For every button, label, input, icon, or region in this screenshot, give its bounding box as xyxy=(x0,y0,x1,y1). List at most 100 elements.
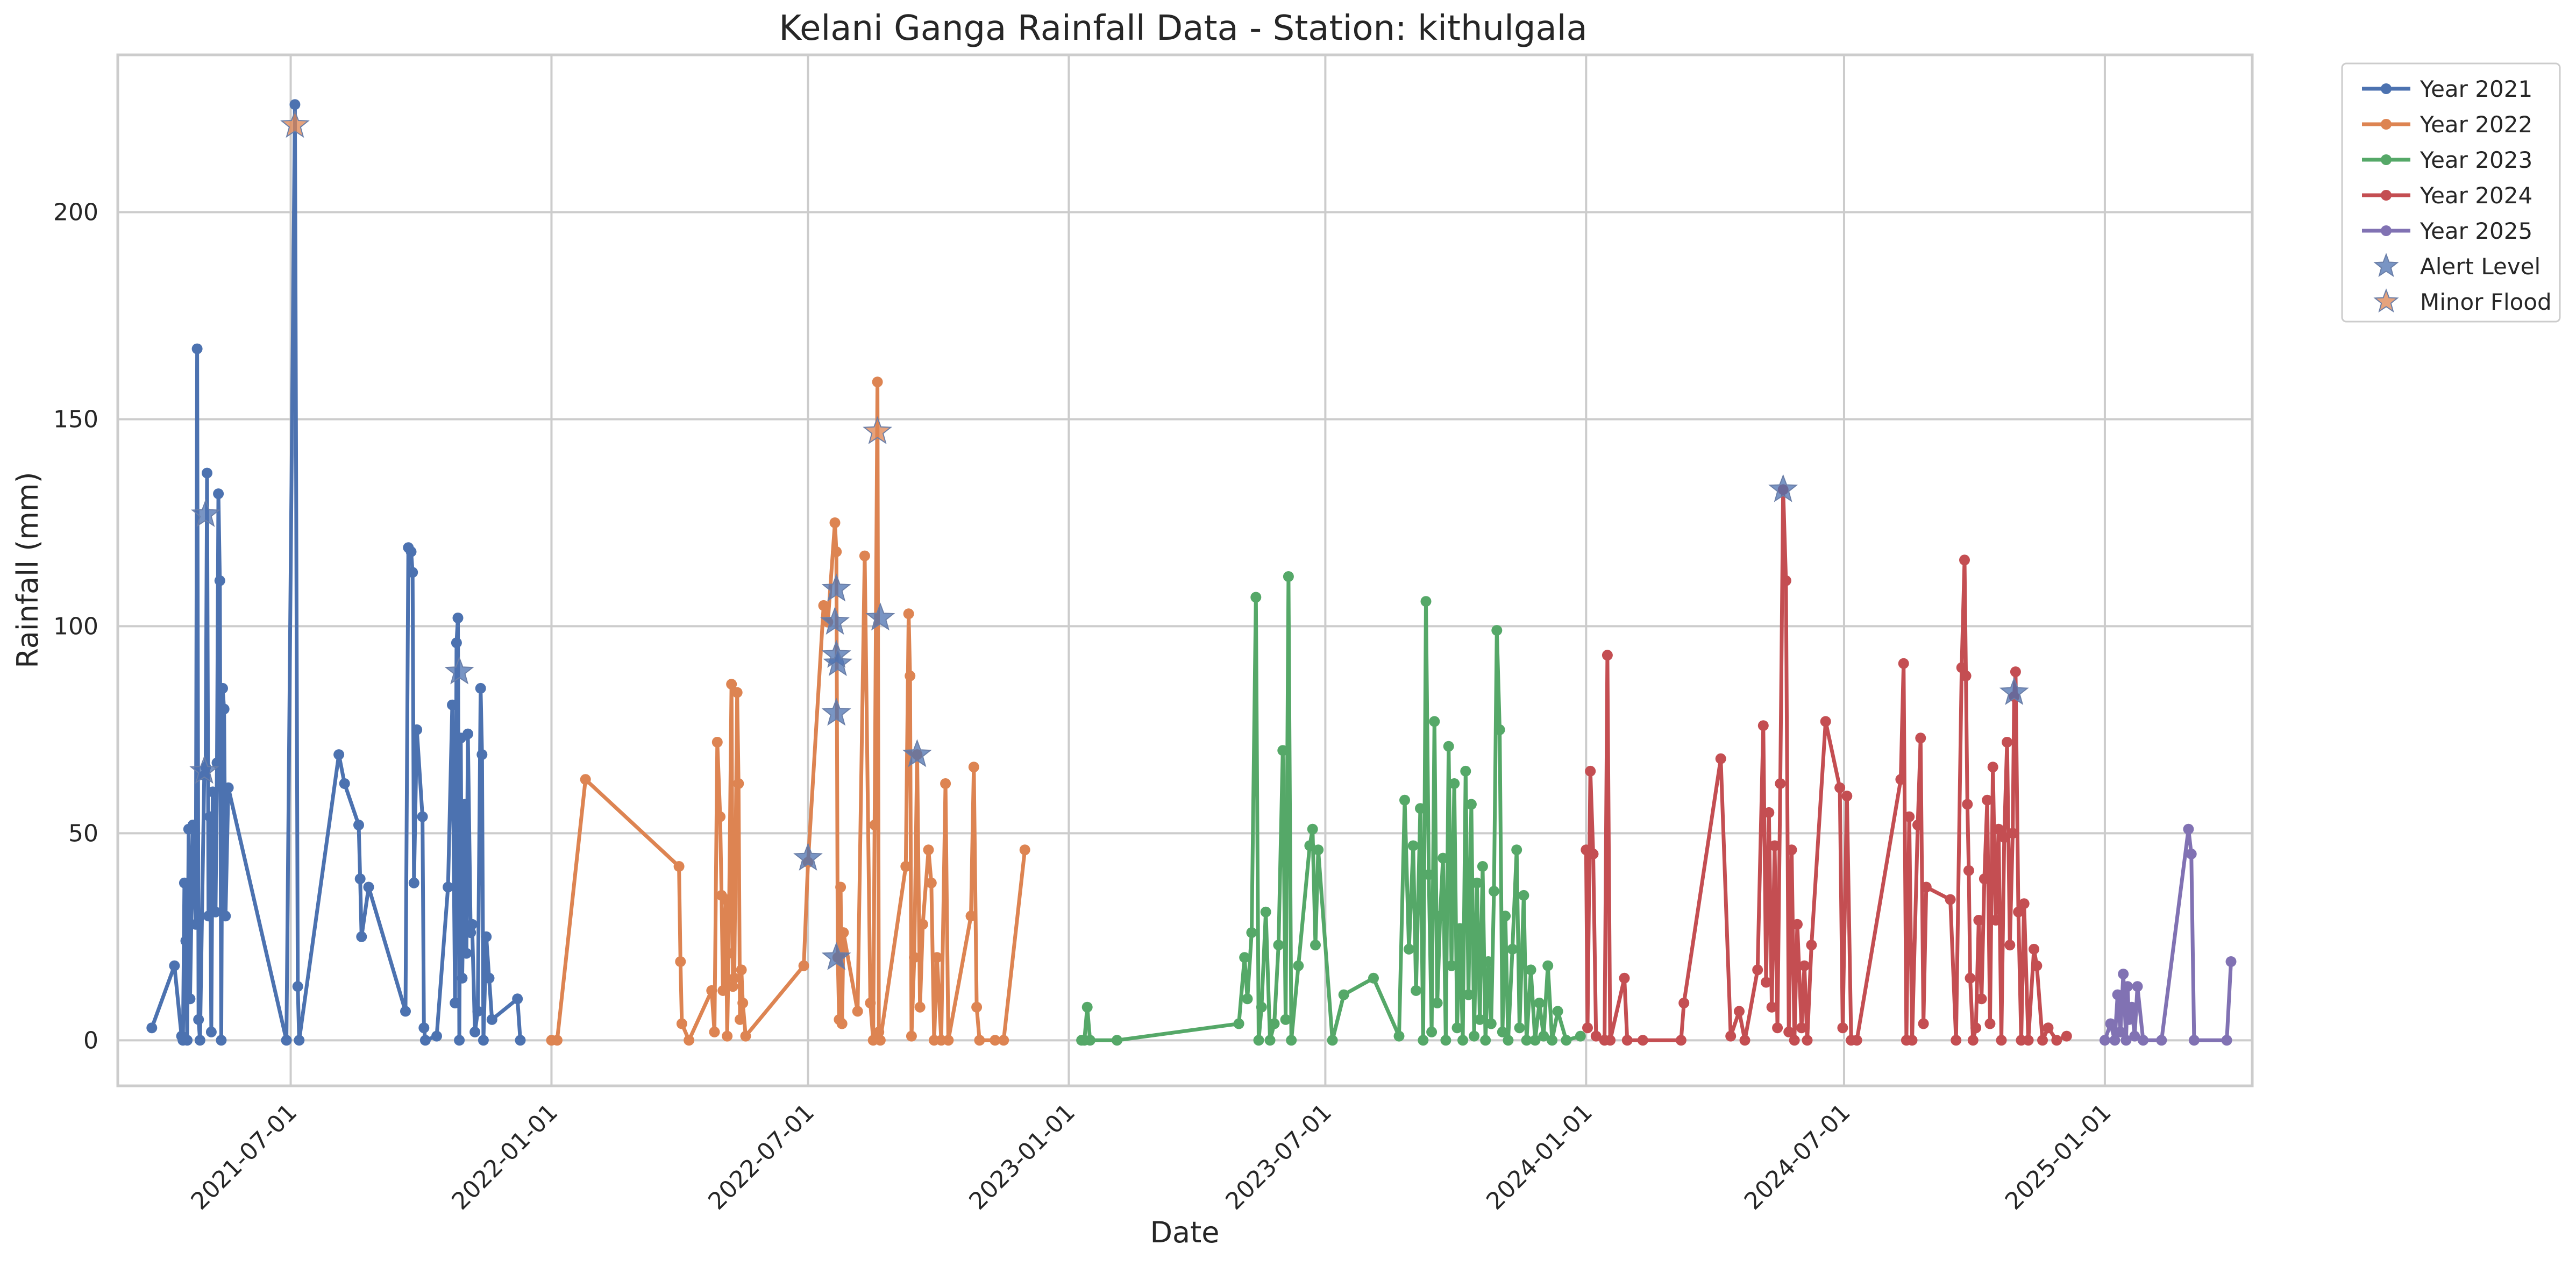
data-point xyxy=(711,737,723,748)
data-point xyxy=(2007,828,2018,839)
data-point xyxy=(2156,1035,2167,1046)
data-point xyxy=(1590,1030,1602,1042)
data-point xyxy=(2043,1022,2054,1034)
data-point xyxy=(1403,943,1414,955)
data-point xyxy=(838,927,849,938)
data-point xyxy=(1965,972,1976,984)
y-axis-ticks: 0 50 100 150 200 xyxy=(53,199,98,1055)
data-point xyxy=(2186,848,2197,859)
data-point xyxy=(2004,940,2016,951)
legend-box xyxy=(2341,62,2561,323)
data-point xyxy=(1438,852,1449,864)
data-point xyxy=(1112,1035,1122,1046)
data-point xyxy=(1970,1022,1982,1034)
data-point xyxy=(472,1006,483,1017)
y-tick-label: 100 xyxy=(53,613,98,640)
data-point xyxy=(1518,890,1529,901)
data-point xyxy=(874,1035,886,1046)
data-point xyxy=(905,670,916,681)
data-point xyxy=(400,1006,411,1017)
data-point xyxy=(1786,844,1797,856)
data-point xyxy=(998,1035,1009,1046)
data-point xyxy=(1286,1035,1297,1046)
data-point xyxy=(733,778,744,789)
data-point xyxy=(1483,956,1494,967)
data-point xyxy=(289,99,301,110)
series-year-2021 xyxy=(146,99,526,1046)
data-point xyxy=(1469,1030,1480,1042)
data-point xyxy=(1757,720,1769,731)
data-point xyxy=(859,550,870,561)
data-point xyxy=(2132,981,2143,992)
marker-layer xyxy=(189,110,2029,970)
data-point xyxy=(476,749,488,760)
data-point xyxy=(1253,1035,1264,1046)
data-point xyxy=(512,993,523,1005)
data-point xyxy=(1585,765,1596,777)
data-point xyxy=(292,981,303,992)
data-point xyxy=(706,985,717,996)
data-point xyxy=(294,1035,305,1046)
data-point xyxy=(736,964,747,976)
data-point xyxy=(2109,1035,2120,1046)
data-point xyxy=(2029,943,2040,955)
data-point xyxy=(1511,844,1522,856)
series-line xyxy=(2103,827,2233,1042)
data-point xyxy=(1256,1001,1267,1013)
data-point xyxy=(1678,998,1690,1008)
data-point xyxy=(1429,716,1440,727)
x-axis-label: Date xyxy=(1150,1215,1219,1249)
data-point xyxy=(1368,972,1379,984)
data-point xyxy=(180,935,191,947)
data-point xyxy=(965,911,977,922)
data-point xyxy=(465,927,476,938)
data-point xyxy=(1582,1022,1593,1034)
data-point xyxy=(1945,894,1956,905)
data-point xyxy=(339,778,350,789)
data-point xyxy=(1534,998,1545,1008)
data-point xyxy=(943,1035,954,1046)
data-point xyxy=(722,1030,733,1042)
data-point xyxy=(1763,807,1775,818)
x-tick-label: 2025-01-01 xyxy=(2000,1099,2117,1215)
data-point xyxy=(1963,865,1974,876)
data-point xyxy=(1998,832,2010,843)
data-point xyxy=(1432,998,1443,1008)
data-point xyxy=(213,488,224,500)
y-axis-label: Rainfall (mm) xyxy=(11,472,45,668)
data-point xyxy=(1621,1035,1633,1046)
data-point xyxy=(1538,1030,1549,1042)
data-point xyxy=(831,546,842,557)
data-point xyxy=(1457,1035,1468,1046)
data-point xyxy=(1820,716,1831,727)
data-point xyxy=(1440,1035,1451,1046)
data-point xyxy=(818,600,829,611)
data-point xyxy=(673,861,685,872)
data-point xyxy=(1898,658,1909,669)
data-point xyxy=(1895,774,1906,785)
data-point xyxy=(450,998,461,1008)
data-point xyxy=(1418,1035,1429,1046)
data-point xyxy=(1327,1035,1338,1046)
data-point xyxy=(1841,791,1853,802)
star-marker xyxy=(823,648,853,677)
star-marker xyxy=(190,499,220,527)
data-point xyxy=(726,679,737,690)
data-point xyxy=(179,877,190,888)
data-point xyxy=(940,778,951,789)
legend: Year 2021 Year 2022 Year 2023 Year 2024 Year… xyxy=(2341,62,2561,323)
data-point xyxy=(737,998,749,1008)
data-point xyxy=(184,993,196,1005)
data-point xyxy=(1769,840,1780,851)
data-point xyxy=(2031,960,2043,971)
data-point xyxy=(1500,911,1511,922)
data-point xyxy=(333,749,345,760)
data-point xyxy=(1799,960,1810,971)
data-point xyxy=(2002,737,2013,748)
data-point xyxy=(735,1014,745,1025)
data-point xyxy=(405,546,417,557)
chart-title: Kelani Ganga Rainfall Data - Station: ki… xyxy=(779,9,1587,48)
series-layer xyxy=(146,99,2237,1046)
data-point xyxy=(1019,844,1030,856)
